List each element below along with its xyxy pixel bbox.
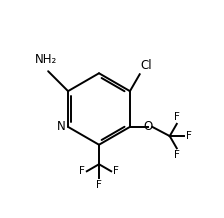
Text: F: F — [174, 150, 180, 160]
Text: NH₂: NH₂ — [35, 53, 57, 66]
Text: F: F — [96, 181, 102, 191]
Text: O: O — [144, 120, 153, 133]
Text: F: F — [186, 131, 192, 141]
Text: F: F — [174, 112, 180, 122]
Text: F: F — [113, 166, 119, 176]
Text: F: F — [79, 166, 85, 176]
Text: Cl: Cl — [141, 59, 152, 72]
Text: N: N — [57, 120, 65, 133]
